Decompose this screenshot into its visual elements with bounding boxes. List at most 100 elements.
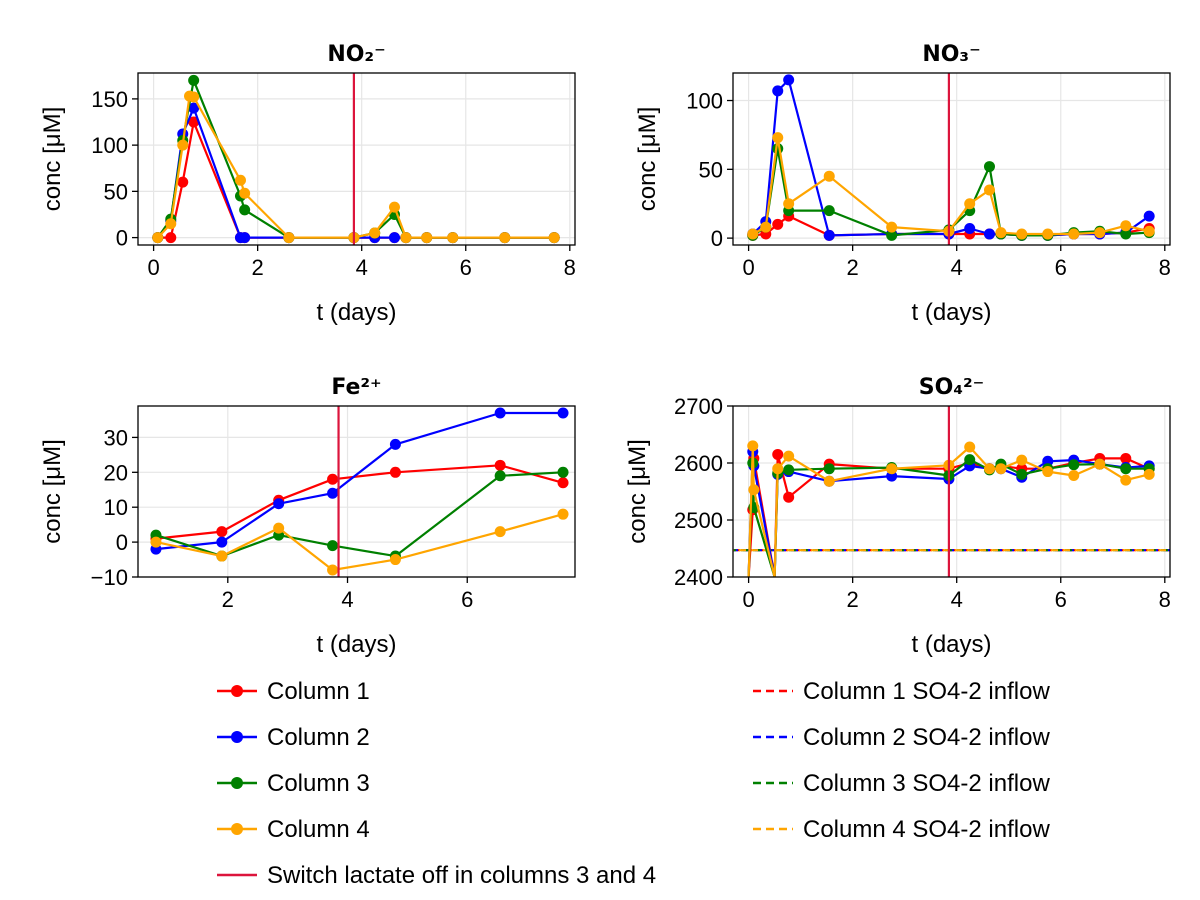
legend-item-left-2: Column 2 — [217, 724, 370, 751]
x-tick-label: 8 — [1159, 587, 1171, 612]
data-point — [188, 74, 200, 86]
data-point — [1120, 474, 1132, 486]
plot-area — [152, 74, 560, 244]
plot-area — [150, 407, 569, 576]
data-point — [783, 491, 795, 503]
data-point — [964, 222, 976, 234]
panel-title: NO₃⁻ — [922, 42, 980, 67]
data-point — [494, 526, 506, 538]
data-point — [823, 205, 835, 217]
data-point — [747, 440, 759, 452]
data-point — [152, 232, 164, 244]
plot-area — [747, 440, 1155, 577]
data-point — [557, 508, 569, 520]
x-tick-label: 2 — [847, 255, 859, 280]
axes-frame — [137, 72, 576, 246]
data-point — [557, 407, 569, 419]
legend-item-right-3: Column 3 SO4-2 inflow — [753, 770, 1050, 797]
legend-marker — [231, 823, 243, 835]
data-point — [421, 232, 433, 244]
data-point — [557, 477, 569, 489]
data-point — [772, 448, 784, 460]
data-point — [150, 536, 162, 548]
data-point — [886, 229, 898, 241]
data-point — [886, 463, 898, 475]
data-point — [964, 198, 976, 210]
legend-item-right-4: Column 4 SO4-2 inflow — [753, 816, 1050, 843]
legend-label: Switch lactate off in columns 3 and 4 — [267, 862, 656, 889]
x-axis-label: t (days) — [911, 631, 991, 658]
legend-item-right-2: Column 2 SO4-2 inflow — [753, 724, 1050, 751]
data-point — [1068, 459, 1080, 471]
plot-area — [747, 74, 1155, 241]
axes-frame — [732, 405, 1171, 578]
data-point — [494, 407, 506, 419]
legend-label: Column 4 SO4-2 inflow — [803, 816, 1050, 843]
data-point — [1042, 228, 1054, 240]
data-point — [1120, 220, 1132, 232]
legend-label: Column 1 — [267, 678, 370, 705]
y-tick-label: 150 — [91, 87, 128, 112]
y-tick-label: 2400 — [674, 565, 723, 590]
data-point — [273, 498, 285, 510]
data-point — [327, 473, 339, 485]
legend-item-left-1: Column 1 — [217, 678, 370, 705]
data-point — [783, 450, 795, 462]
x-tick-label: 4 — [951, 587, 963, 612]
x-tick-label: 4 — [356, 255, 368, 280]
series-line-4 — [156, 94, 555, 239]
y-tick-label: 20 — [104, 460, 128, 485]
data-point — [823, 463, 835, 475]
series-line-3 — [752, 147, 1150, 237]
y-axis-label: conc [μM] — [624, 439, 651, 544]
data-point — [783, 198, 795, 210]
data-point — [823, 475, 835, 487]
data-point — [983, 228, 995, 240]
axes-frame — [137, 405, 576, 578]
data-point — [772, 132, 784, 144]
x-tick-label: 6 — [1055, 587, 1067, 612]
data-point — [783, 74, 795, 86]
panel-title: Fe²⁺ — [331, 375, 381, 400]
data-point — [548, 232, 560, 244]
legend-item-left-3: Column 3 — [217, 770, 370, 797]
y-tick-label: 50 — [104, 179, 128, 204]
data-point — [823, 170, 835, 182]
y-axis-label: conc [μM] — [39, 439, 66, 544]
data-point — [1042, 466, 1054, 478]
data-point — [216, 526, 228, 538]
y-tick-label: 2500 — [674, 508, 723, 533]
x-axis-label: t (days) — [316, 299, 396, 326]
data-point — [1120, 228, 1132, 240]
series-line-2 — [752, 78, 1150, 237]
y-tick-label: 0 — [116, 226, 128, 251]
data-point — [1068, 470, 1080, 482]
y-tick-label: 0 — [116, 530, 128, 555]
data-point — [388, 232, 400, 244]
y-tick-label: 0 — [711, 226, 723, 251]
data-point — [747, 228, 759, 240]
y-tick-label: 2600 — [674, 451, 723, 476]
data-point — [1143, 468, 1155, 480]
x-tick-label: 0 — [147, 255, 159, 280]
y-tick-label: 50 — [699, 157, 723, 182]
panel-2: 0 2 4 6 8 0 50 100 NO₃⁻ t (days) conc [μM] — [634, 42, 1171, 326]
data-point — [239, 187, 251, 199]
x-tick-label: 6 — [460, 255, 472, 280]
data-point — [964, 454, 976, 466]
data-point — [1120, 452, 1132, 464]
series-line-4 — [752, 136, 1150, 236]
data-point — [273, 522, 285, 534]
data-point — [760, 221, 772, 233]
panel-4: 0 2 4 6 8 2400 2500 2600 2700 SO₄²⁻ t (days) conc [… — [624, 375, 1171, 658]
x-tick-label: 6 — [1055, 255, 1067, 280]
data-point — [388, 201, 400, 213]
data-point — [983, 463, 995, 475]
data-point — [389, 438, 401, 450]
data-point — [1016, 468, 1028, 480]
legend-label: Column 2 SO4-2 inflow — [803, 724, 1050, 751]
x-tick-label: 2 — [252, 255, 264, 280]
data-point — [1094, 227, 1106, 239]
data-point — [494, 459, 506, 471]
x-tick-label: 6 — [461, 587, 473, 612]
